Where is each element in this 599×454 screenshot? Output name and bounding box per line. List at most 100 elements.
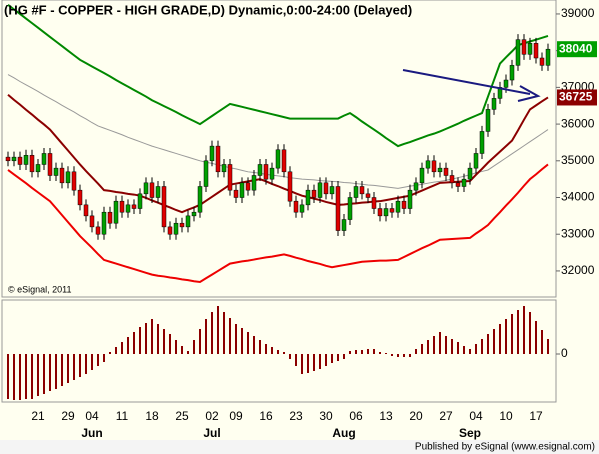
price-tag-label: 36725 [559, 90, 593, 104]
histogram-bar [91, 354, 93, 370]
histogram-bar [13, 354, 15, 400]
histogram-bar [433, 336, 435, 354]
histogram-bar [271, 347, 273, 354]
histogram-bar [265, 344, 267, 354]
candle-body [479, 131, 485, 154]
histogram-bar [97, 354, 99, 366]
candle-body [119, 200, 125, 213]
chart-title: (HG #F - COPPER - HIGH GRADE,D) Dynamic,… [4, 2, 412, 17]
histogram-bar [403, 354, 405, 357]
price-panel [1, 0, 557, 298]
indicator-line [7, 3, 549, 148]
x-tick-label: 27 [439, 409, 453, 423]
month-label: Sep [459, 426, 481, 440]
candle-body [509, 65, 515, 81]
x-tick-label: 25 [175, 409, 189, 423]
histogram-bar [211, 312, 213, 354]
y-tick-label: 36000 [561, 116, 595, 130]
histogram-bar [415, 349, 417, 354]
candle-body [155, 186, 161, 198]
histogram-bar [511, 314, 513, 354]
histogram-bar [139, 327, 141, 354]
candle-body [353, 186, 359, 198]
candle-body [545, 48, 551, 66]
candle-body [161, 186, 167, 228]
candle-body [455, 182, 461, 187]
histogram-bar [367, 349, 369, 354]
histogram-bar [121, 342, 123, 354]
histogram-bar [307, 354, 309, 373]
histogram-bar [145, 323, 147, 354]
candle-body [311, 189, 317, 198]
candle-body [59, 167, 65, 184]
histogram-bar [19, 354, 21, 400]
x-tick-label: 16 [259, 409, 273, 423]
footer: Published by eSignal (www.esignal.com) [415, 442, 595, 453]
candle-body [407, 189, 413, 209]
histogram-bar [385, 353, 387, 354]
candle-body [71, 171, 77, 191]
histogram-bar [517, 310, 519, 354]
histogram-bar [85, 354, 87, 374]
candle-body [317, 182, 323, 198]
candle-body [11, 156, 17, 162]
histogram-bar [133, 332, 135, 354]
x-tick-label: 30 [319, 409, 333, 423]
candle-body [335, 186, 341, 231]
histogram-bar [325, 354, 327, 366]
candle-body [365, 193, 371, 198]
arrow-shaft [402, 69, 531, 95]
y-tick-label: 32000 [561, 263, 595, 277]
candle-body [131, 204, 137, 209]
histogram-bar [379, 352, 381, 354]
histogram-bar [319, 354, 321, 369]
histogram-bar [355, 350, 357, 354]
candle-body [185, 215, 191, 228]
candle-body [293, 200, 299, 213]
month-label: Jul [203, 426, 220, 440]
footer-bar [0, 440, 599, 454]
histogram-bar [373, 349, 375, 354]
histogram-bar [151, 319, 153, 354]
histogram-bar [541, 330, 543, 354]
candle-body [329, 186, 335, 195]
candle-body [377, 208, 383, 217]
candle-body [191, 211, 197, 217]
histogram-bar [475, 344, 477, 354]
indicator-line [7, 163, 549, 283]
histogram-bar [175, 340, 177, 354]
candle-body [101, 211, 107, 235]
candle-body [77, 189, 83, 206]
x-tick-label: 10 [499, 409, 513, 423]
candle-body [389, 208, 395, 213]
candle-body [491, 98, 497, 110]
candle-body [17, 156, 23, 165]
candle-body [197, 186, 203, 213]
histogram-bar [529, 312, 531, 354]
candle-body [503, 79, 509, 88]
candle-body [227, 164, 233, 191]
candle-body [137, 193, 143, 209]
copyright: © eSignal, 2011 [8, 284, 72, 294]
price-tag [557, 89, 597, 106]
histogram-bar [451, 339, 453, 354]
histogram-bar [445, 336, 447, 354]
x-tick-label: 17 [529, 409, 543, 423]
x-tick-label: 09 [229, 409, 243, 423]
histogram-bar [217, 306, 219, 354]
candle-body [383, 208, 389, 217]
x-tick-label: 20 [409, 409, 423, 423]
histogram-bar [193, 340, 195, 354]
candle-body [437, 167, 443, 173]
histogram-bar [157, 324, 159, 354]
x-tick-label: 21 [31, 409, 45, 423]
histogram-bar [205, 319, 207, 354]
candle-body [113, 200, 119, 224]
histogram-bar [499, 324, 501, 354]
x-tick-label: 02 [205, 409, 219, 423]
histogram-bar [241, 328, 243, 354]
histogram-bar [289, 354, 291, 359]
candle-body [263, 164, 269, 180]
candle-body [269, 167, 275, 180]
histogram-bar [109, 352, 111, 354]
